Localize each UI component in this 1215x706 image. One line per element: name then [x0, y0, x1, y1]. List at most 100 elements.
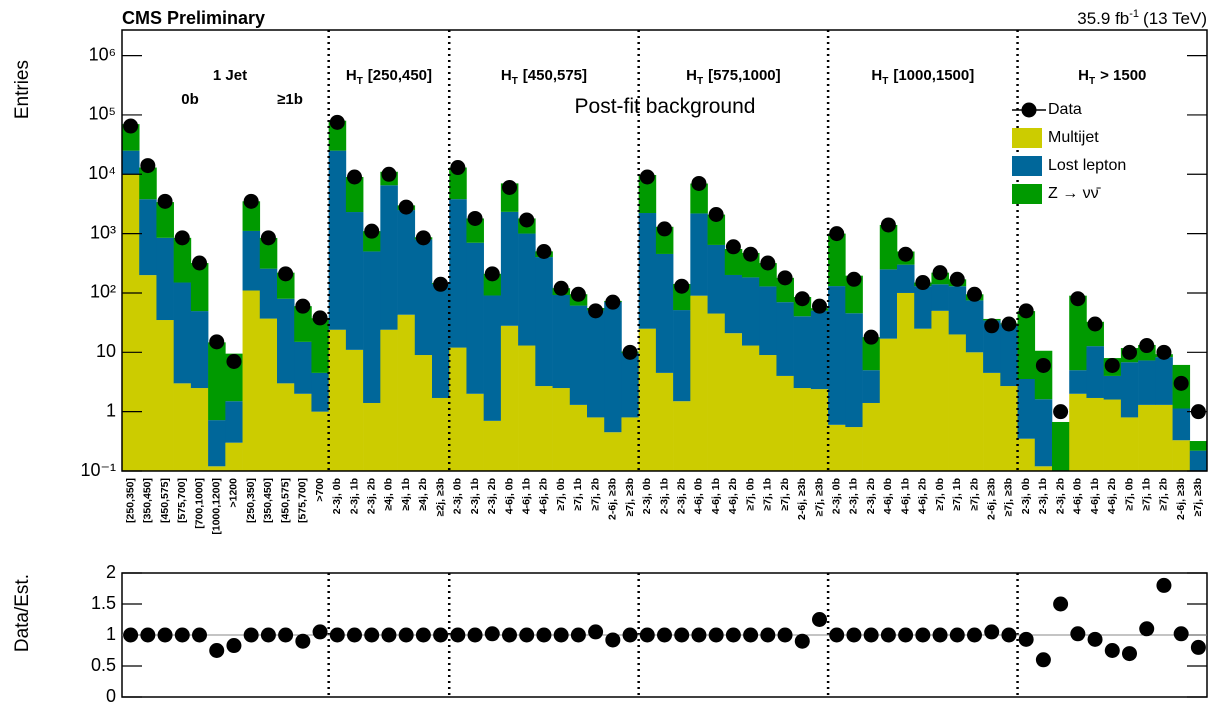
bar-segment [828, 286, 846, 425]
data-point [226, 354, 242, 370]
ratio-point [484, 626, 500, 642]
region-label: HT [575,1000] [686, 67, 781, 87]
ratio-point [1035, 652, 1051, 668]
bar-segment [535, 257, 553, 387]
group-label: 1 Jet [213, 67, 247, 84]
x-tick-label: 2-3j, 1b [1037, 478, 1049, 514]
data-point [1070, 291, 1086, 307]
x-tick-label: ≥7j, 2b [1158, 478, 1170, 511]
ratio-point [415, 627, 431, 643]
lumi-value: 35.9 fb [1077, 9, 1129, 28]
ratio-point [898, 627, 914, 643]
ratio-point [243, 627, 259, 643]
data-point [381, 166, 397, 182]
bar-segment [294, 393, 312, 471]
x-tick-label: 2-6j, ≥3b [986, 478, 998, 520]
bar-segment [931, 310, 949, 471]
bar-segment [397, 314, 416, 471]
data-point [863, 329, 879, 345]
bar-segment [483, 295, 502, 421]
ratio-point [140, 627, 156, 643]
bar-segment [518, 345, 536, 471]
legend-label: Lost lepton [1048, 157, 1126, 174]
bar-segment [380, 329, 398, 471]
ratio-point [502, 627, 517, 643]
ratio-point [1190, 639, 1206, 655]
x-tick-label: 2-3j, 2b [1054, 478, 1066, 514]
y-tick-label: 2 [106, 562, 116, 582]
bar-segment [897, 264, 915, 293]
ratio-point [657, 627, 672, 643]
x-tick-label: 2-3j, 1b [348, 478, 360, 514]
bar-segment [1103, 399, 1122, 471]
region-var: H [346, 67, 357, 84]
bar-segment [518, 233, 536, 346]
x-tick-label: 2-3j, 1b [658, 478, 670, 514]
y-tick-label: 0 [106, 686, 116, 706]
x-tick-label: ≥7j, 1b [762, 478, 774, 511]
region-range: > 1500 [1100, 67, 1146, 84]
x-tick-label: 2-3j, 0b [331, 478, 343, 514]
data-point [622, 344, 638, 360]
bar-segment [225, 401, 243, 443]
bar-segment [690, 183, 708, 214]
x-tick-label: 4-6j, 1b [521, 478, 533, 514]
data-point [691, 175, 707, 191]
data-point [502, 179, 517, 195]
x-tick-label: ≥4j, 0b [383, 478, 395, 511]
x-tick-label: 2-3j, 2b [486, 478, 498, 514]
bar-segment [259, 237, 278, 269]
bar-segment [569, 305, 588, 405]
ratio-point [725, 627, 741, 643]
data-point [278, 266, 294, 282]
ratio-point [829, 627, 845, 643]
bar-segment [242, 290, 261, 471]
bar-segment [638, 175, 657, 214]
bar-segment [845, 313, 863, 428]
bar-segment [328, 150, 347, 330]
ratio-point [1173, 626, 1189, 642]
y-tick-label: 10² [90, 282, 116, 302]
bar-segment [776, 375, 794, 471]
data-point [915, 275, 931, 291]
data-point [1173, 375, 1189, 391]
x-tick-label: [250,350] [124, 478, 136, 523]
x-tick-label: [350,450] [262, 478, 274, 523]
bar-segment [1120, 417, 1139, 471]
ratio-point [605, 632, 621, 648]
x-tick-label: ≥7j, 0b [555, 478, 567, 511]
bar-segment [604, 301, 622, 433]
bar-segment [432, 283, 450, 398]
plot-frame [121, 29, 1208, 472]
data-point [553, 280, 569, 296]
region-sub: T [882, 76, 888, 87]
annotation: Post-fit background [575, 95, 756, 118]
ratio-point [967, 627, 982, 643]
bar-segment [862, 337, 881, 371]
bar-segment [793, 316, 812, 389]
bar-segment [1069, 295, 1087, 371]
data-point [1104, 357, 1120, 373]
data-point [639, 169, 655, 185]
x-tick-label: 2-6j, ≥3b [607, 478, 619, 520]
bar-segment [466, 393, 484, 471]
bar-segment [122, 174, 140, 471]
bar-segment [879, 269, 898, 339]
region-range: [1000,1500] [893, 67, 974, 84]
y-tick-label: 10⁴ [88, 163, 116, 183]
bar-segment [621, 417, 639, 471]
bar-segment [604, 432, 622, 471]
bar-segment [828, 233, 846, 287]
x-tick-label: 4-6j, 2b [538, 478, 550, 514]
bar-segment [414, 355, 433, 471]
x-tick-label: 2-3j, 1b [848, 478, 860, 514]
bar-segment [1052, 421, 1070, 471]
bar-segment [311, 411, 329, 471]
bar-segment [173, 282, 192, 384]
x-tick-label: [350,450] [142, 478, 154, 523]
data-point [570, 286, 586, 302]
data-point [174, 230, 190, 246]
x-tick-label: 4-6j, 0b [693, 478, 705, 514]
bar-segment [1034, 399, 1053, 467]
y-tick-label: 10 [96, 341, 116, 361]
